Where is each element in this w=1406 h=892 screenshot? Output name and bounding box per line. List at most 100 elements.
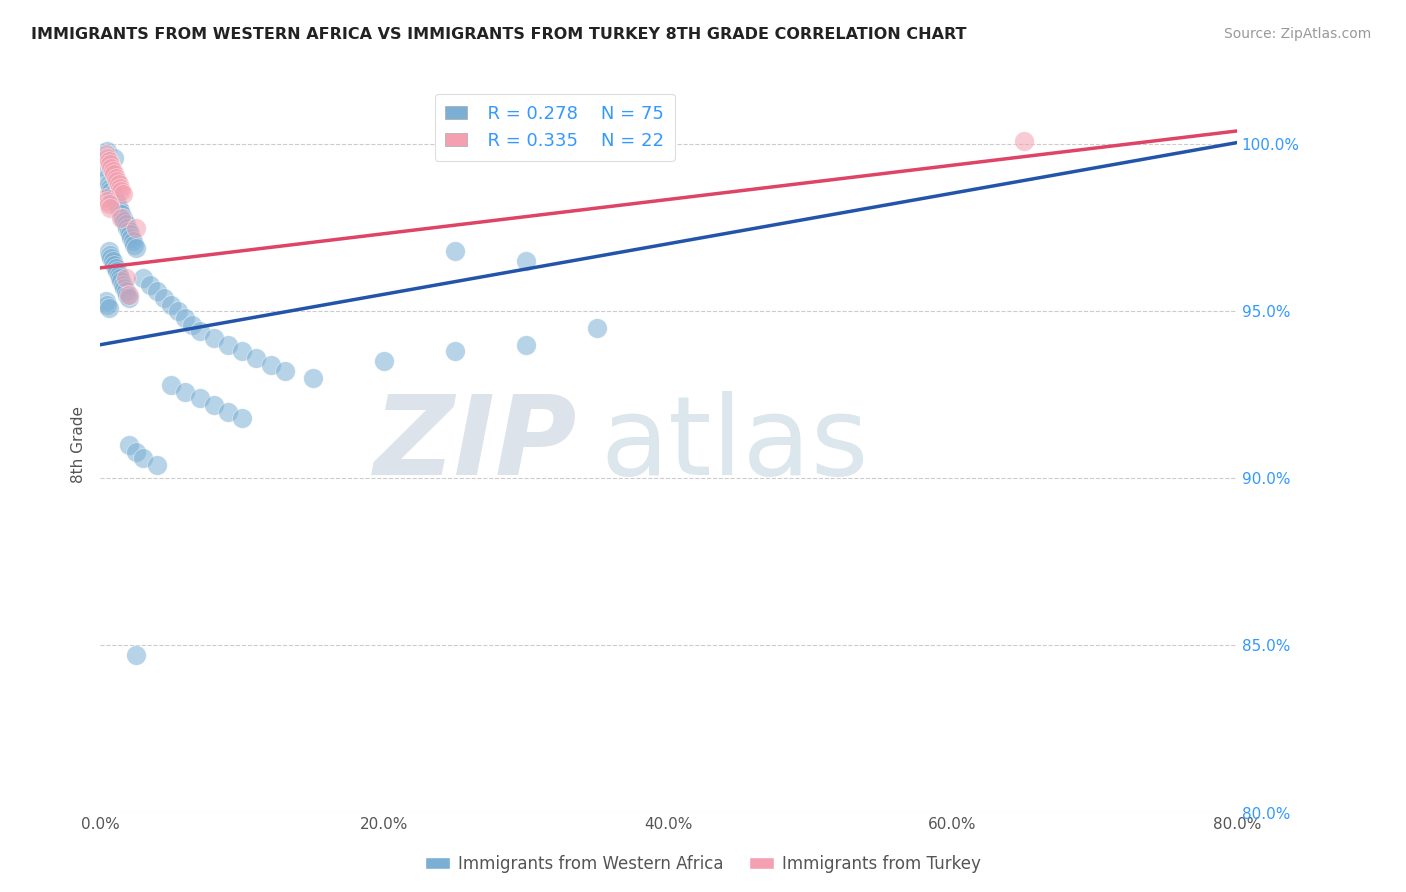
Point: [117, 438, 139, 452]
Point: [104, 194, 127, 208]
Point: [97, 178, 120, 192]
Point: [107, 268, 129, 282]
Point: [124, 241, 146, 255]
Point: [98, 247, 121, 261]
Point: [231, 411, 253, 425]
Point: [107, 178, 129, 192]
Point: [98, 157, 121, 171]
Point: [94, 147, 117, 161]
Point: [586, 321, 609, 335]
Point: [124, 444, 146, 458]
Point: [96, 151, 118, 165]
Point: [108, 180, 131, 194]
Point: [115, 220, 138, 235]
Point: [217, 404, 239, 418]
Point: [105, 264, 128, 278]
Point: [104, 170, 127, 185]
Point: [217, 337, 239, 351]
Point: [110, 207, 132, 221]
Point: [132, 271, 155, 285]
Point: [132, 451, 155, 466]
Point: [98, 180, 121, 194]
Point: [111, 211, 134, 225]
Point: [108, 204, 131, 219]
Point: [188, 325, 211, 339]
Point: [96, 194, 118, 208]
Point: [103, 167, 125, 181]
Point: [112, 214, 135, 228]
Text: ZIP: ZIP: [374, 392, 578, 499]
Point: [107, 201, 129, 215]
Point: [110, 274, 132, 288]
Point: [94, 294, 117, 309]
Point: [114, 271, 136, 285]
Point: [444, 244, 467, 259]
Point: [110, 184, 132, 198]
Point: [101, 164, 124, 178]
Point: [124, 648, 146, 663]
Point: [100, 251, 122, 265]
Legend:   R = 0.278    N = 75,   R = 0.335    N = 22: R = 0.278 N = 75, R = 0.335 N = 22: [434, 94, 675, 161]
Point: [160, 377, 183, 392]
Point: [181, 318, 204, 332]
Point: [105, 174, 128, 188]
Point: [103, 258, 125, 272]
Point: [97, 153, 120, 168]
Point: [118, 227, 141, 242]
Point: [111, 187, 134, 202]
Legend: Immigrants from Western Africa, Immigrants from Turkey: Immigrants from Western Africa, Immigran…: [419, 848, 987, 880]
Point: [103, 191, 125, 205]
Point: [101, 187, 124, 202]
Point: [96, 170, 118, 185]
Point: [94, 161, 117, 175]
Point: [117, 224, 139, 238]
Point: [117, 287, 139, 301]
Point: [117, 291, 139, 305]
Point: [108, 271, 131, 285]
Point: [100, 184, 122, 198]
Point: [174, 311, 197, 326]
Point: [146, 285, 169, 299]
Point: [97, 197, 120, 211]
Y-axis label: 8th Grade: 8th Grade: [72, 407, 86, 483]
Point: [98, 201, 121, 215]
Point: [111, 277, 134, 292]
Point: [153, 291, 176, 305]
Point: [115, 287, 138, 301]
Point: [110, 211, 132, 225]
Point: [124, 220, 146, 235]
Point: [202, 331, 225, 345]
Point: [188, 391, 211, 405]
Point: [444, 344, 467, 359]
Point: [302, 371, 325, 385]
Point: [259, 358, 281, 372]
Point: [274, 364, 297, 378]
Point: [160, 298, 183, 312]
Point: [121, 234, 143, 248]
Point: [101, 254, 124, 268]
Point: [96, 298, 118, 312]
Point: [202, 398, 225, 412]
Point: [97, 301, 120, 315]
Point: [94, 191, 117, 205]
Point: [120, 231, 142, 245]
Point: [112, 281, 135, 295]
Point: [245, 351, 267, 365]
Point: [114, 218, 136, 232]
Point: [114, 285, 136, 299]
Point: [122, 237, 145, 252]
Point: [97, 244, 120, 259]
Point: [174, 384, 197, 399]
Point: [146, 458, 169, 472]
Text: IMMIGRANTS FROM WESTERN AFRICA VS IMMIGRANTS FROM TURKEY 8TH GRADE CORRELATION C: IMMIGRANTS FROM WESTERN AFRICA VS IMMIGR…: [31, 27, 966, 42]
Point: [139, 277, 162, 292]
Point: [515, 254, 537, 268]
Point: [231, 344, 253, 359]
Point: [1012, 134, 1035, 148]
Text: atlas: atlas: [600, 392, 869, 499]
Point: [167, 304, 190, 318]
Point: [96, 144, 118, 158]
Text: Source: ZipAtlas.com: Source: ZipAtlas.com: [1223, 27, 1371, 41]
Point: [104, 260, 127, 275]
Point: [373, 354, 395, 368]
